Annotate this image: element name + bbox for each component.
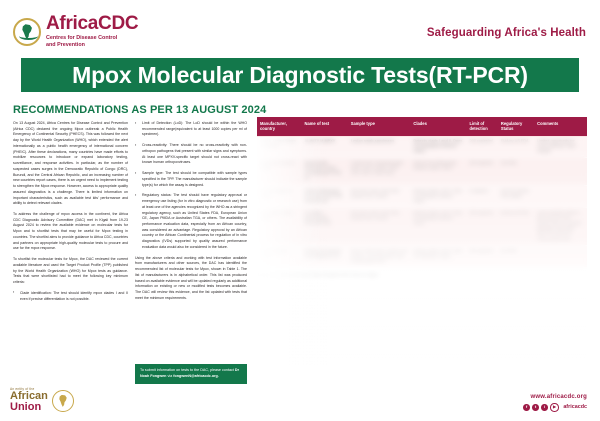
cell-lod: 6 copies/ul	[466, 185, 498, 208]
cell-clades: Detects clade I and II. Does not disting…	[410, 135, 467, 158]
cell-manufacturer: Da Vinci Tokyo Co., Japan	[257, 185, 302, 208]
facebook-icon[interactable]: f	[523, 404, 530, 411]
page-header: AfricaCDC Centres for Disease Control an…	[0, 0, 600, 55]
cell-clades: Detects clades I and II. Does not distin…	[410, 185, 467, 208]
cell-comments: 'cross reactivity' tested in silico only…	[534, 207, 587, 246]
cell-lod: 200 copies/ml	[466, 157, 498, 186]
column-header-regulatory-status: Regulatory Status	[497, 117, 535, 136]
column-header-comments: Comments	[534, 117, 587, 136]
table-row: Abbott, United States of America ALINITY…	[257, 135, 587, 158]
cell-regulatory: EUA by US FDA	[497, 207, 535, 246]
cell-clades: Detects clades I and II. Does not distin…	[410, 207, 467, 246]
cell-comments	[534, 157, 587, 186]
list-item: Clade identification: The test should id…	[13, 290, 128, 302]
au-line1: African	[10, 390, 48, 403]
cell-sample-type: Lesion swab specimens	[347, 135, 411, 158]
recommended-tests-table: Manufacturer, country Name of test Sampl…	[257, 117, 587, 269]
column-header-sample-type: Sample type	[347, 117, 411, 136]
website-link[interactable]: www.africacdc.org	[530, 394, 587, 400]
africacdc-logo: AfricaCDC Centres for Disease Control an…	[13, 13, 139, 50]
cell-name-of-test: Cue Mpox (Monkeypox) Molecular Test	[301, 207, 348, 246]
column-header-clades: Clades	[410, 117, 467, 136]
paragraph: To shortlist the molecular tests for Mpo…	[13, 257, 128, 285]
cell-name-of-test: ALINITY M MPXV	[301, 135, 348, 158]
twitter-icon[interactable]: t	[532, 404, 539, 411]
cell-comments	[534, 245, 587, 269]
table-row: Bioperfectus biotech, China Bioperfectus…	[257, 157, 587, 186]
column-header-name-of-test: Name of test	[301, 117, 348, 136]
paragraph: Using the above criteria and working wit…	[135, 255, 247, 300]
table-row: Cue Health, United States Cue Mpox (Monk…	[257, 207, 587, 246]
list-item: Cross-reactivity: There should be no cro…	[135, 143, 247, 166]
list-item: Regulatory status: The test should have …	[135, 193, 247, 250]
cell-lod: 200 copies/ml	[466, 245, 498, 269]
brand-subtitle-line1: Centres for Disease Control	[46, 35, 118, 41]
column-header-manufacturer: Manufacturer, country	[257, 117, 302, 136]
page-title-band: Mpox Molecular Diagnostic Tests(RT-PCR)	[21, 58, 579, 92]
cell-manufacturer: Bioperfectus biotech, China	[257, 157, 302, 186]
cell-comments	[534, 185, 587, 208]
recommended-tests-table-wrap: Manufacturer, country Name of test Sampl…	[257, 117, 587, 365]
text-column-1: On 13 August 2024, Africa Centres for Di…	[13, 121, 128, 307]
table-row: Sansure Biotech, China Monkey Pox Nuclei…	[257, 245, 587, 269]
callout-email[interactable]: fongwenN@africacdc.org.	[173, 373, 219, 378]
cell-manufacturer: Cue Health, United States	[257, 207, 302, 246]
au-seal-icon	[51, 389, 74, 412]
au-line2: Union	[10, 401, 42, 414]
africa-continent-shape	[59, 394, 67, 407]
paragraph: To address the challenge of mpox access …	[13, 212, 128, 251]
cell-name-of-test: Monkey Pox Nucleic Acid Diagnostic Kit	[301, 245, 348, 269]
cell-sample-type: skin lesion swab, lesion fluid, pustular…	[347, 207, 411, 246]
callout-contact-suffix: via	[166, 373, 173, 378]
callout-contact-prefix: contact	[222, 368, 235, 372]
brand-name: AfricaCDC	[46, 13, 139, 34]
instagram-icon[interactable]: i	[541, 404, 548, 411]
youtube-icon[interactable]: ▶	[550, 403, 559, 412]
table-caption: Table: List of Recommended Real-Time(RT)…	[257, 272, 379, 277]
cell-regulatory: CE-IVDD	[497, 157, 535, 186]
cell-sample-type: skin lesion swab, lesion fluid, pustular…	[347, 185, 411, 208]
page-title: Mpox Molecular Diagnostic Tests(RT-PCR)	[72, 61, 528, 88]
cell-sample-type: Crusted scab, Nasopharyngeal swab, lesio…	[347, 157, 411, 186]
cell-regulatory: EUA by US FDA	[497, 135, 535, 158]
cell-clades: Detects and distinguishes between clades…	[410, 157, 467, 186]
table-header-row: Manufacturer, country Name of test Sampl…	[257, 117, 587, 136]
cell-clades: Detects clades I and II. Does not distin…	[410, 245, 467, 269]
cell-lod: 200 copies/ml	[466, 135, 498, 158]
cell-name-of-test: Viasure Monkeypox Virus Real Time PCR De…	[301, 185, 348, 208]
column-header-limit-of-detection: Limit of detection	[466, 117, 498, 136]
social-handle: africacdc	[563, 404, 587, 411]
cell-lod: 200 copies/ml	[466, 207, 498, 246]
cell-manufacturer: Sansure Biotech, China	[257, 245, 302, 269]
au-entity-label: An entity of the	[10, 387, 35, 391]
list-item: Sample type: The test should be compatib…	[135, 171, 247, 188]
cell-sample-type: Serum, whole blood, vesicles and pustule…	[347, 245, 411, 269]
criteria-list-column-1: Clade identification: The test should id…	[13, 290, 128, 302]
table-row: Da Vinci Tokyo Co., Japan Viasure Monkey…	[257, 185, 587, 208]
footer-contact: www.africacdc.org f t i ▶ africacdc	[523, 394, 587, 412]
cell-regulatory: CE-IVDD	[497, 245, 535, 269]
brand-subtitle-line2: and Prevention	[46, 42, 85, 49]
africacdc-emblem-icon	[13, 17, 41, 46]
callout-contact-name: Dr Noah Fongwen	[140, 368, 240, 378]
callout-line1: To submit information on tests to the DA…	[140, 368, 221, 372]
paragraph: On 13 August 2024, Africa Centres for Di…	[13, 121, 128, 206]
brand-tagline: Safeguarding Africa's Health	[426, 27, 586, 39]
text-column-2: Limit of Detection (LoD): The LoD should…	[135, 120, 247, 307]
african-union-logo: An entity of the African Union	[10, 387, 74, 414]
logo-swoosh	[19, 32, 38, 40]
recommendations-heading: RECOMMENDATIONS AS PER 13 AUGUST 2024	[13, 104, 267, 116]
submit-info-callout: To submit information on tests to the DA…	[135, 364, 247, 384]
list-item: Limit of Detection (LoD): The LoD should…	[135, 120, 247, 138]
cell-name-of-test: Bioperfectus MonkeyPox Virus Genotyping …	[301, 157, 348, 186]
cell-comments: Limited opportunity for cross-reactivity…	[534, 135, 587, 158]
criteria-list-column-2: Limit of Detection (LoD): The LoD should…	[135, 120, 247, 251]
social-links: f t i ▶ africacdc	[523, 403, 587, 412]
cell-manufacturer: Abbott, United States of America	[257, 135, 302, 158]
cell-regulatory: CE-IVD, EUA by FDA notified	[497, 185, 535, 208]
